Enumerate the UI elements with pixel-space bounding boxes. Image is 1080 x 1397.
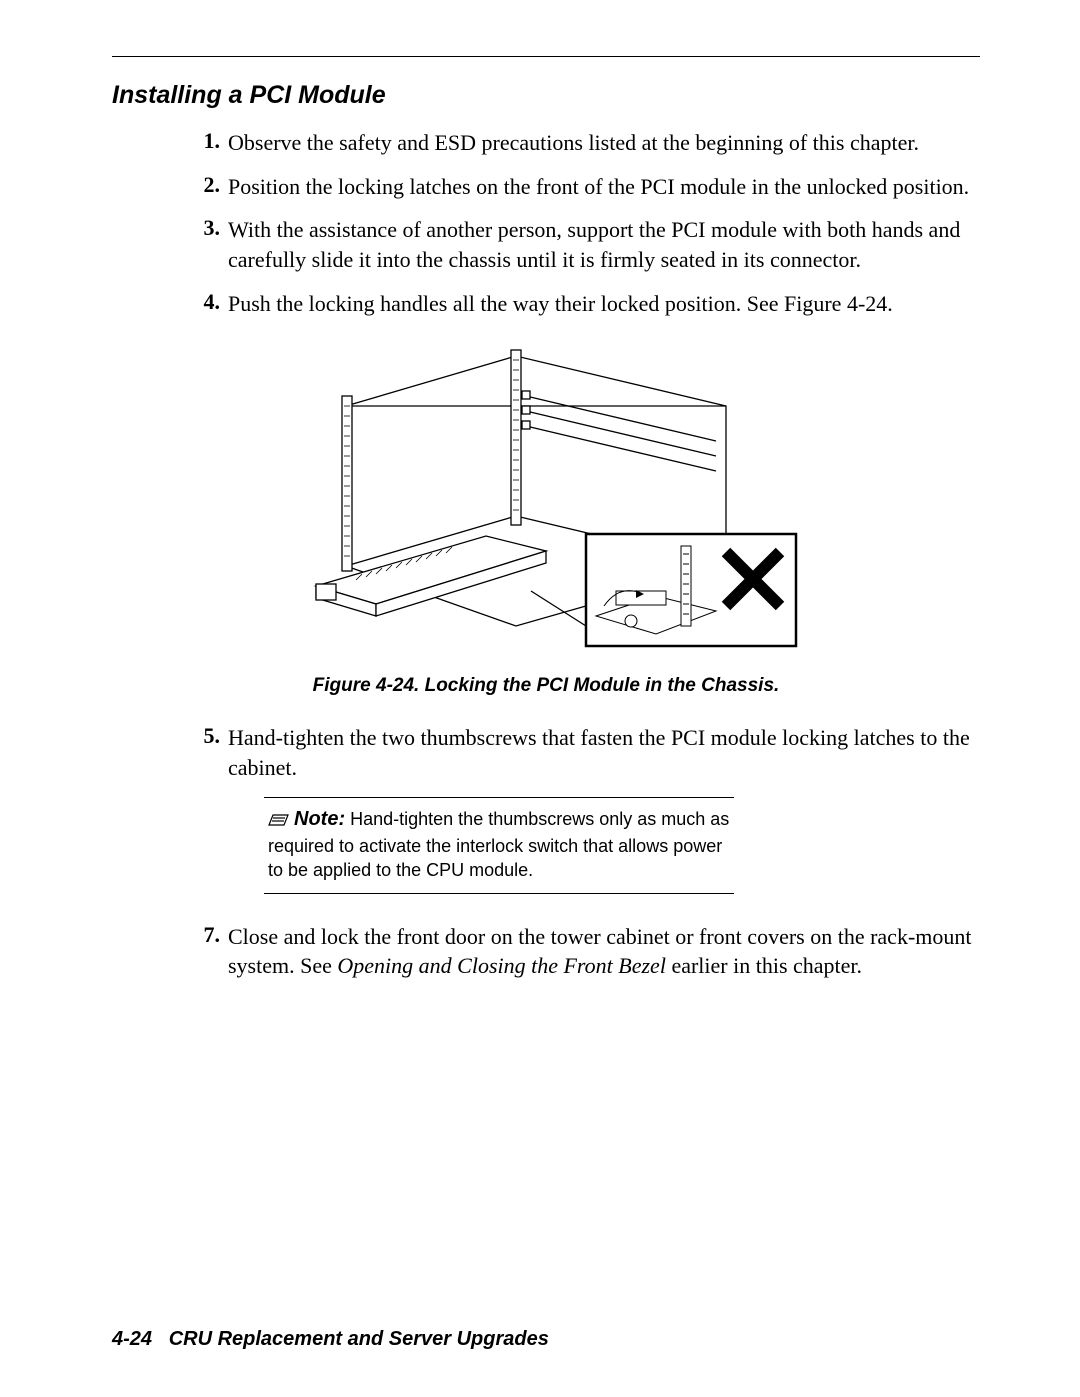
step-text: Hand-tighten the two thumbscrews that fa…	[228, 725, 970, 780]
step-7: 7. Close and lock the front door on the …	[192, 922, 980, 981]
step-number: 7.	[192, 922, 220, 948]
step-text: Close and lock the front door on the tow…	[228, 922, 980, 981]
xref-front-bezel: Opening and Closing the Front Bezel	[337, 953, 666, 978]
step-text: Push the locking handles all the way the…	[228, 289, 893, 319]
step-text: Observe the safety and ESD precautions l…	[228, 128, 919, 158]
step-2: 2. Position the locking latches on the f…	[192, 172, 980, 202]
step-text: With the assistance of another person, s…	[228, 215, 980, 274]
footer-page-number: 4-24	[112, 1328, 152, 1350]
step-number: 1.	[192, 128, 220, 154]
section-title: Installing a PCI Module	[112, 81, 980, 110]
step-5: 5. Hand-tighten the two thumbscrews that…	[192, 723, 980, 907]
step-number: 4.	[192, 289, 220, 315]
chassis-illustration	[286, 336, 806, 656]
steps-list-b: 5. Hand-tighten the two thumbscrews that…	[112, 723, 980, 981]
footer-title: CRU Replacement and Server Upgrades	[169, 1328, 549, 1350]
step-3: 3. With the assistance of another person…	[192, 215, 980, 274]
page-container: Installing a PCI Module 1. Observe the s…	[0, 0, 1080, 1035]
figure-caption: Figure 4-24. Locking the PCI Module in t…	[112, 675, 980, 697]
step-number: 3.	[192, 215, 220, 241]
steps-list-a: 1. Observe the safety and ESD precaution…	[112, 128, 980, 318]
step7-post: earlier in this chapter.	[666, 953, 862, 978]
step-1: 1. Observe the safety and ESD precaution…	[192, 128, 980, 158]
step-4: 4. Push the locking handles all the way …	[192, 289, 980, 319]
note-box: Note: Hand-tighten the thumbscrews only …	[264, 797, 734, 894]
note-label: Note:	[294, 808, 345, 830]
page-footer: 4-24 CRU Replacement and Server Upgrades	[112, 1328, 549, 1351]
step-number: 2.	[192, 172, 220, 198]
step-text: Position the locking latches on the fron…	[228, 172, 969, 202]
step-number: 5.	[192, 723, 220, 749]
figure-4-24	[112, 336, 980, 661]
note-icon	[268, 810, 290, 834]
top-rule	[112, 56, 980, 57]
